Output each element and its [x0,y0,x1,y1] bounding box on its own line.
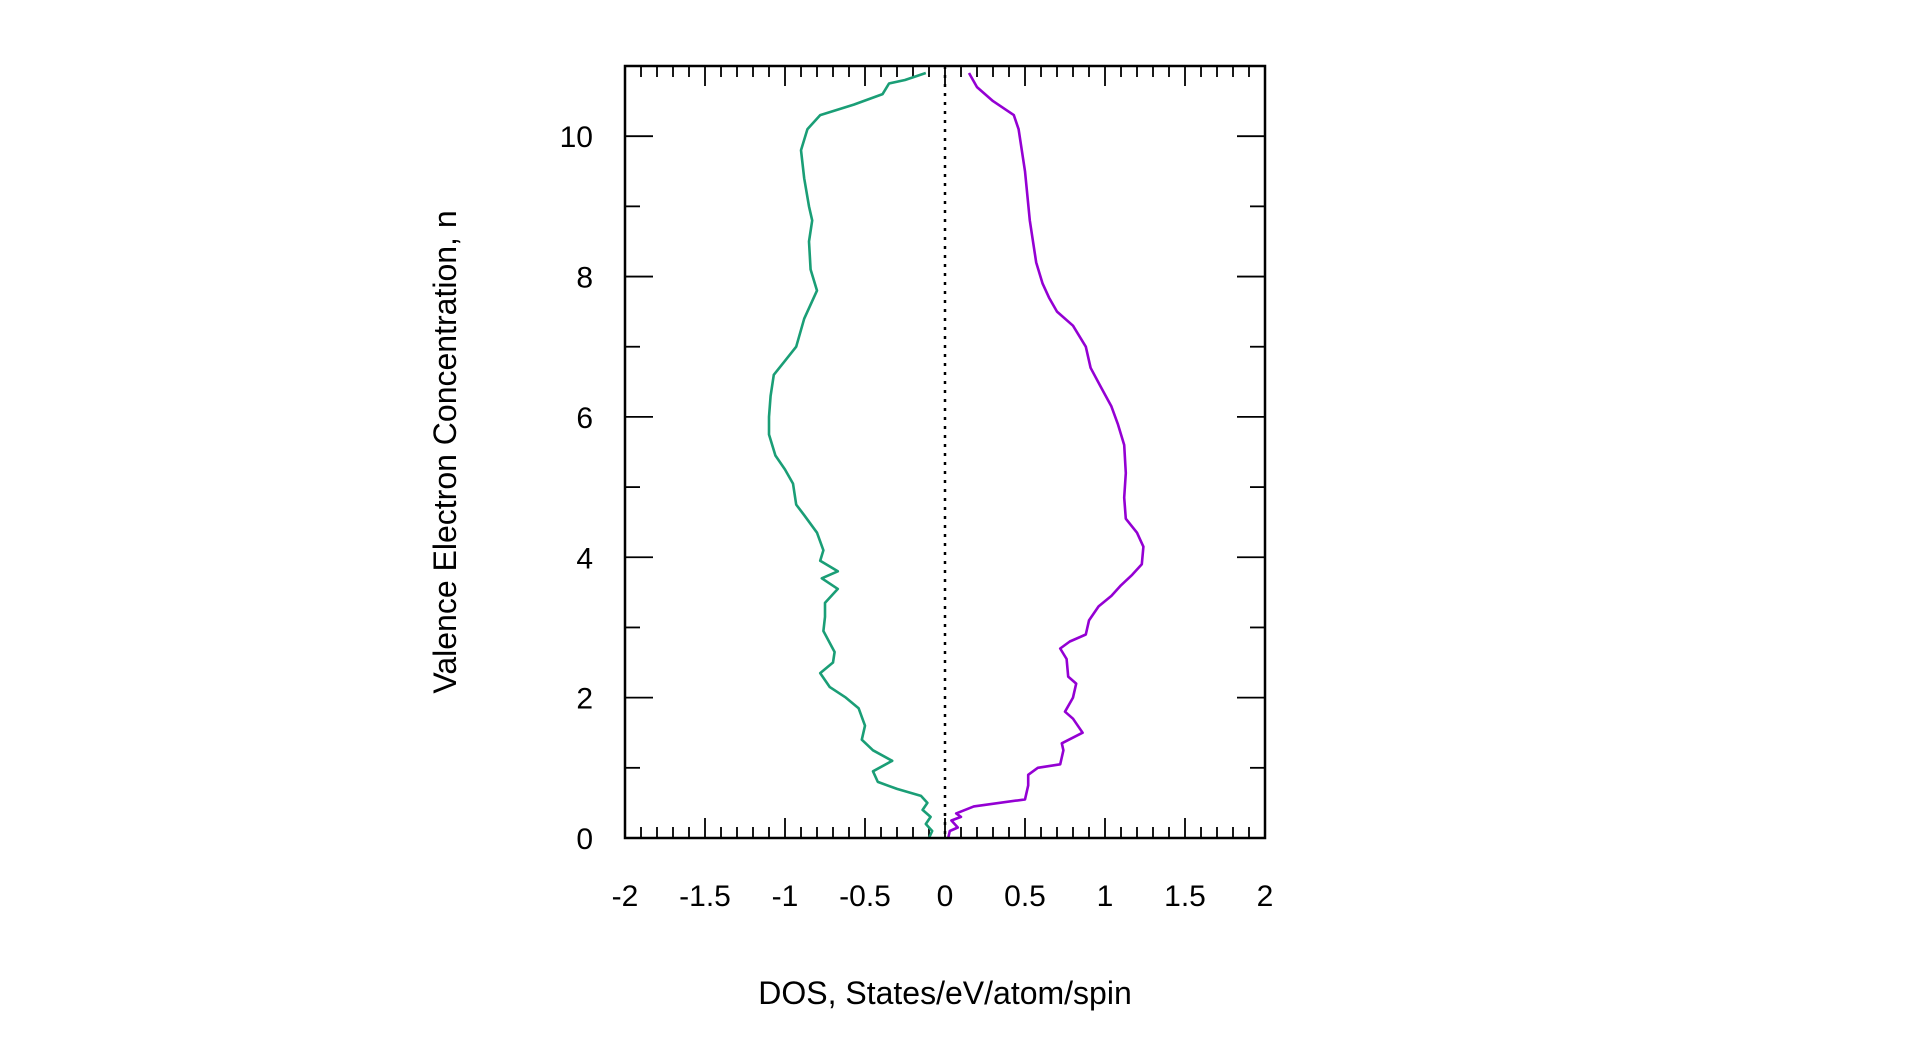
y-tick-label: 0 [576,823,593,856]
x-tick-label: 0.5 [1004,880,1046,913]
x-tick-label: 0 [937,880,954,913]
series-layer [767,71,1145,839]
x-tick-label: -1 [772,880,799,913]
x-axis-label: DOS, States/eV/atom/spin [758,975,1132,1011]
plot-frame [623,64,1267,840]
y-tick-label: 4 [576,542,593,575]
series-line-1 [767,71,934,839]
y-tick-label: 6 [576,402,593,435]
x-tick-label: -2 [612,880,639,913]
x-tick-label: 1 [1097,880,1114,913]
y-axis-label: Valence Electron Concentration, n [427,210,463,693]
x-tick-label: 2 [1257,880,1274,913]
x-tick-label: 1.5 [1164,880,1206,913]
y-tick-label: 2 [576,683,593,716]
y-tick-label: 8 [576,262,593,295]
series-line-2 [946,72,1145,839]
tick-marks [624,66,1266,838]
x-tick-labels: -2 -1.5 -1 -0.5 0 0.5 1 1.5 2 [612,880,1274,913]
x-tick-label: -0.5 [839,880,891,913]
x-tick-label: -1.5 [679,880,731,913]
y-tick-labels: 0 2 4 6 8 10 [560,121,593,856]
y-tick-label: 10 [560,121,593,154]
